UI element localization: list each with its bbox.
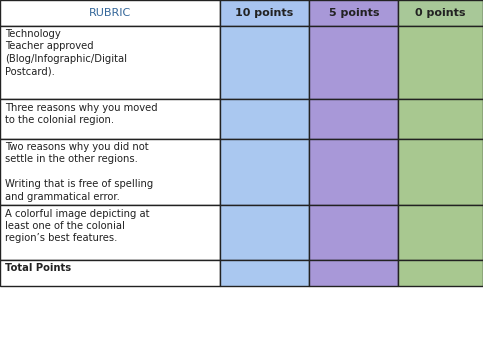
Bar <box>398 260 483 286</box>
Bar <box>0 139 220 205</box>
Text: 10 points: 10 points <box>235 8 294 18</box>
Bar <box>220 205 309 260</box>
Text: Two reasons why you did not
settle in the other regions.

Writing that is free o: Two reasons why you did not settle in th… <box>5 142 153 201</box>
Bar <box>0 205 220 260</box>
Bar <box>309 205 398 260</box>
Bar <box>0 0 220 26</box>
Bar <box>398 99 483 139</box>
Bar <box>309 0 398 26</box>
Bar <box>309 139 398 205</box>
Text: RUBRIC: RUBRIC <box>89 8 131 18</box>
Text: A colorful image depicting at
least one of the colonial
region’s best features.: A colorful image depicting at least one … <box>5 209 149 244</box>
Bar <box>309 260 398 286</box>
Bar <box>220 260 309 286</box>
Bar <box>220 0 309 26</box>
Text: 5 points: 5 points <box>328 8 379 18</box>
Text: 0 points: 0 points <box>415 8 466 18</box>
Text: Technology
Teacher approved
(Blog/Infographic/Digital
Postcard).: Technology Teacher approved (Blog/Infogr… <box>5 29 127 76</box>
Bar <box>220 26 309 99</box>
Bar <box>398 0 483 26</box>
Bar <box>0 99 220 139</box>
Bar <box>398 26 483 99</box>
Text: Three reasons why you moved
to the colonial region.: Three reasons why you moved to the colon… <box>5 103 157 125</box>
Text: Total Points: Total Points <box>5 263 71 273</box>
Bar <box>220 139 309 205</box>
Bar <box>398 205 483 260</box>
Bar <box>309 99 398 139</box>
Bar <box>0 26 220 99</box>
Bar <box>398 139 483 205</box>
Bar <box>220 99 309 139</box>
Bar <box>0 260 220 286</box>
Bar <box>309 26 398 99</box>
